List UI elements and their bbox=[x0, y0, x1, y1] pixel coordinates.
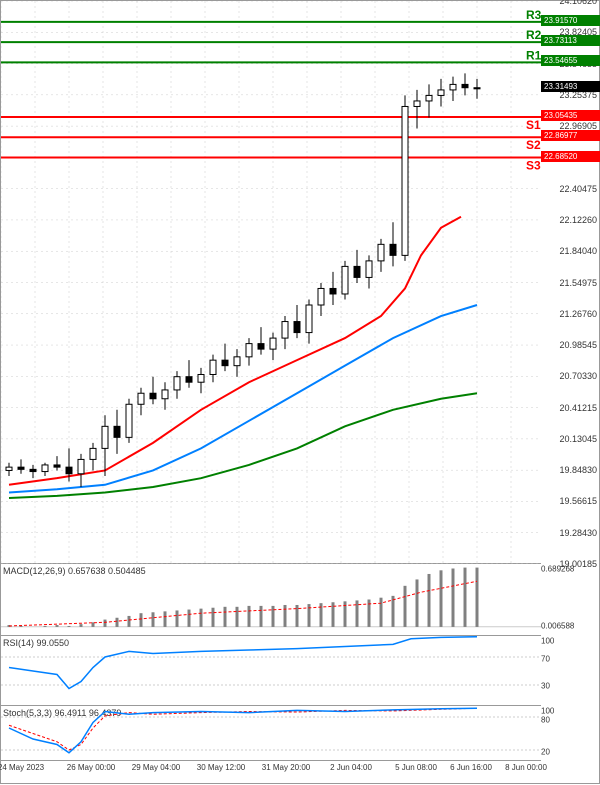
x-tick: 5 Jun 08:00 bbox=[395, 763, 437, 772]
x-tick: 24 May 2023 bbox=[0, 763, 44, 772]
y-tick: 20.41215 bbox=[559, 403, 597, 413]
macd-ytick: 0.689268 bbox=[541, 565, 600, 574]
rsi-ytick: 70 bbox=[541, 655, 600, 664]
y-tick: 24.10620 bbox=[559, 0, 597, 6]
y-tick: 20.98545 bbox=[559, 340, 597, 350]
y-tick: 19.28430 bbox=[559, 528, 597, 538]
x-tick: 30 May 12:00 bbox=[197, 763, 245, 772]
stoch-ytick: 20 bbox=[541, 748, 600, 757]
x-axis: 24 May 2023 26 May 00:00 29 May 04:00 30 Ma… bbox=[1, 761, 541, 785]
current-price-box: 23.31493 bbox=[541, 81, 600, 92]
pivot-value-R1: 23.54655 bbox=[541, 55, 600, 66]
macd-ytick: 0.006588 bbox=[541, 622, 600, 631]
chart-container: R3R2R1S1S2S3 MACD(12,26,9) 0.657638 0.50… bbox=[0, 0, 600, 784]
stoch-ytick: 100 bbox=[541, 707, 600, 716]
stoch-panel[interactable]: Stoch(5,3,3) 96.4911 96.4379 bbox=[1, 706, 541, 761]
y-tick: 20.70330 bbox=[559, 371, 597, 381]
rsi-ytick: 30 bbox=[541, 682, 600, 691]
x-tick: 29 May 04:00 bbox=[132, 763, 180, 772]
y-tick: 21.26760 bbox=[559, 309, 597, 319]
x-tick: 8 Jun 00:00 bbox=[505, 763, 547, 772]
pivot-value-R2: 23.73113 bbox=[541, 35, 600, 46]
rsi-ytick: 100 bbox=[541, 637, 600, 646]
x-tick: 26 May 00:00 bbox=[67, 763, 115, 772]
stoch-ytick: 80 bbox=[541, 716, 600, 725]
x-tick: 6 Jun 16:00 bbox=[450, 763, 492, 772]
y-tick: 21.54975 bbox=[559, 278, 597, 288]
y-tick: 20.13045 bbox=[559, 434, 597, 444]
y-tick: 19.84830 bbox=[559, 465, 597, 475]
macd-panel[interactable]: MACD(12,26,9) 0.657638 0.504485 bbox=[1, 564, 541, 636]
pivot-value-R3: 23.91570 bbox=[541, 15, 600, 26]
rsi-panel[interactable]: RSI(14) 99.0550 bbox=[1, 636, 541, 706]
pivot-value-S1: 23.05435 bbox=[541, 110, 600, 121]
x-tick: 2 Jun 04:00 bbox=[330, 763, 372, 772]
y-tick: 22.40475 bbox=[559, 184, 597, 194]
y-axis: 19.0018519.2843019.5661519.8483020.13045… bbox=[539, 1, 599, 761]
pivot-value-S2: 22.86977 bbox=[541, 130, 600, 141]
y-tick: 21.84040 bbox=[559, 246, 597, 256]
main-chart[interactable]: R3R2R1S1S2S3 bbox=[1, 1, 541, 564]
y-tick: 22.12260 bbox=[559, 215, 597, 225]
pivot-value-S3: 22.68520 bbox=[541, 151, 600, 162]
x-tick: 31 May 20:00 bbox=[262, 763, 310, 772]
y-tick: 19.56615 bbox=[559, 496, 597, 506]
